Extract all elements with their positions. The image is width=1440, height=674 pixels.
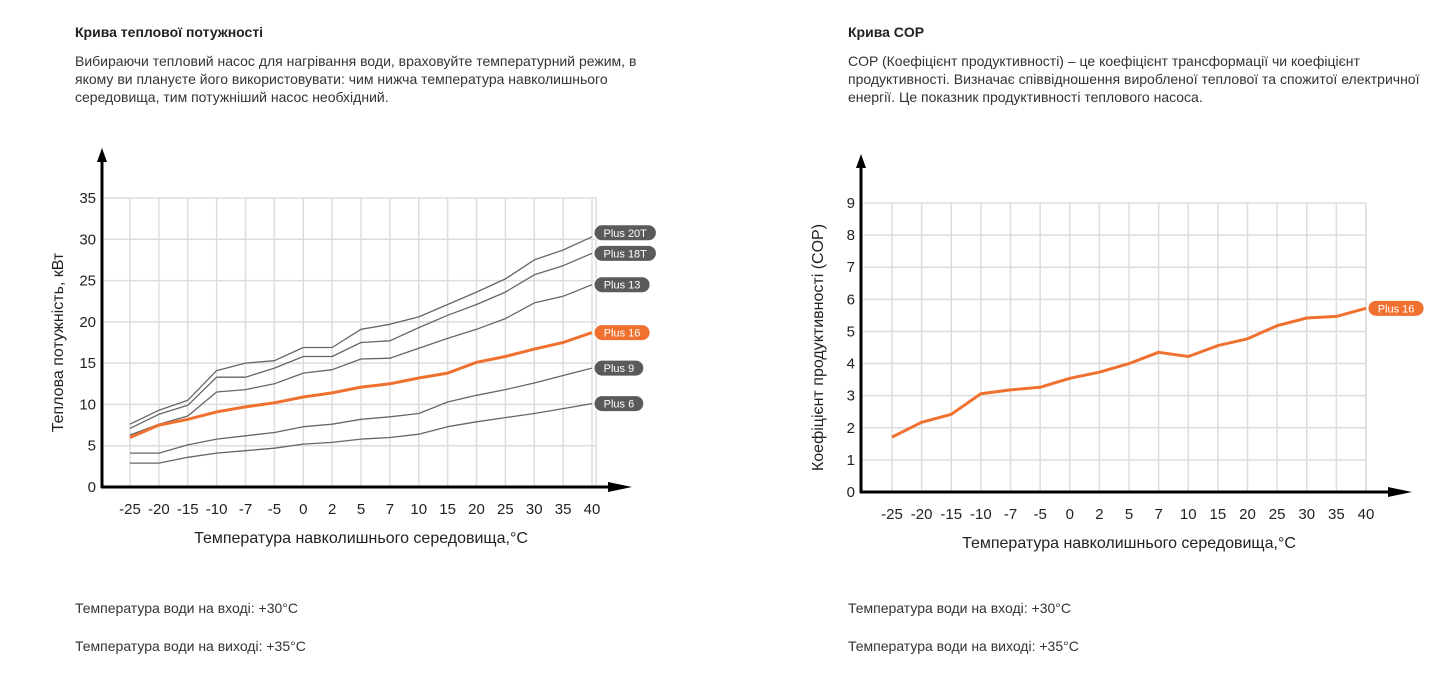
y-tick-label: 4 — [847, 356, 855, 373]
x-tick-label: -5 — [268, 501, 281, 518]
x-tick-label: 5 — [357, 501, 365, 518]
series-label-pill — [593, 395, 645, 413]
x-tick-label: 2 — [1095, 506, 1103, 523]
y-tick-label: 6 — [847, 291, 855, 308]
x-tick-label: 0 — [299, 501, 307, 518]
series-line-plus-9 — [130, 367, 593, 454]
y-tick-label: 1 — [847, 452, 855, 469]
x-tick-label: 2 — [328, 501, 336, 518]
series-label-pill — [593, 359, 645, 377]
series-label-pill — [593, 244, 657, 262]
series-label: Plus 16 — [604, 328, 641, 340]
power-water-in-note: Температура води на вході: +30°C — [75, 600, 299, 616]
series-line-plus-6 — [130, 402, 593, 464]
x-tick-label: 25 — [1269, 506, 1286, 523]
x-tick-label: 40 — [1358, 506, 1375, 523]
series-label: Plus 9 — [604, 363, 635, 375]
x-tick-label: -20 — [911, 506, 933, 523]
x-tick-label: 10 — [1180, 506, 1197, 523]
x-tick-label: -7 — [1004, 506, 1017, 523]
cop-chart-description: COP (Коефіцієнт продуктивності) – це кое… — [848, 53, 1420, 105]
x-tick-label: 15 — [439, 501, 456, 518]
y-tick-label: 15 — [79, 355, 96, 372]
y-tick-label: 0 — [88, 479, 96, 496]
y-tick-label: 10 — [79, 396, 96, 413]
series-label: Plus 13 — [604, 280, 641, 292]
power-water-out-note: Температура води на виході: +35°C — [75, 638, 306, 654]
series-label-pill — [593, 224, 657, 242]
y-axis-arrow-icon — [97, 148, 107, 162]
x-tick-label: 5 — [1125, 506, 1133, 523]
x-tick-label: 25 — [497, 501, 514, 518]
x-axis-arrow-icon — [1388, 487, 1412, 497]
y-tick-label: 5 — [88, 438, 96, 455]
series-label-pill — [1367, 299, 1425, 317]
y-tick-label: 20 — [79, 314, 96, 331]
x-tick-label: -5 — [1033, 506, 1046, 523]
x-tick-label: -15 — [940, 506, 962, 523]
series-label-pill — [593, 324, 651, 342]
y-tick-label: 9 — [847, 195, 855, 212]
series-line-plus-20t — [129, 236, 593, 425]
series-line-plus-16 — [129, 331, 593, 439]
x-tick-label: -10 — [206, 501, 228, 518]
x-tick-label: 7 — [386, 501, 394, 518]
y-tick-label: 5 — [847, 323, 855, 340]
series-label: Plus 16 — [1378, 303, 1415, 315]
x-tick-label: 10 — [410, 501, 427, 518]
x-axis-title: Температура навколишнього середовища,°C — [194, 530, 528, 547]
x-tick-label: -10 — [970, 506, 992, 523]
y-tick-label: 30 — [79, 231, 96, 248]
y-tick-label: 8 — [847, 227, 855, 244]
x-tick-label: -15 — [177, 501, 199, 518]
series-line-plus-16 — [891, 306, 1367, 439]
y-tick-label: 0 — [847, 484, 855, 501]
x-tick-label: 40 — [584, 501, 601, 518]
y-tick-label: 7 — [847, 259, 855, 276]
series-label: Plus 18T — [603, 248, 647, 260]
x-tick-label: 7 — [1154, 506, 1162, 523]
x-tick-label: -7 — [239, 501, 252, 518]
series-line-plus-13 — [129, 284, 593, 436]
x-tick-label: 35 — [555, 501, 572, 518]
cop-water-out-note: Температура води на виході: +35°C — [848, 638, 1079, 654]
y-tick-label: 2 — [847, 420, 855, 437]
series-label: Plus 20T — [603, 228, 647, 240]
x-tick-label: 30 — [526, 501, 543, 518]
x-tick-label: 35 — [1328, 506, 1345, 523]
y-tick-label: 35 — [79, 190, 96, 207]
x-tick-label: 20 — [468, 501, 485, 518]
x-axis-title: Температура навколишнього середовища,°C — [962, 535, 1296, 552]
series-label: Plus 6 — [604, 399, 635, 411]
y-axis-title: Теплова потужність, кВт — [50, 252, 67, 432]
cop-chart-title: Крива COP — [848, 24, 925, 40]
series-line-plus-18t — [129, 252, 593, 429]
x-tick-label: 0 — [1066, 506, 1074, 523]
cop-water-in-note: Температура води на вході: +30°C — [848, 600, 1072, 616]
x-axis-arrow-icon — [608, 482, 632, 492]
x-tick-label: 20 — [1239, 506, 1256, 523]
y-tick-label: 25 — [79, 273, 96, 290]
power-chart-title: Крива теплової потужності — [75, 24, 264, 40]
x-tick-label: 15 — [1210, 506, 1227, 523]
power-chart-description: Вибираючи тепловий насос для нагрівання … — [75, 53, 637, 105]
series-label-pill — [593, 276, 651, 294]
y-tick-label: 3 — [847, 388, 855, 405]
x-tick-label: 30 — [1298, 506, 1315, 523]
x-tick-label: -20 — [148, 501, 170, 518]
y-axis-title: Коефіцієнт продуктивності (COP) — [810, 224, 827, 471]
x-tick-label: -25 — [881, 506, 903, 523]
y-axis-arrow-icon — [856, 154, 866, 168]
x-tick-label: -25 — [119, 501, 141, 518]
